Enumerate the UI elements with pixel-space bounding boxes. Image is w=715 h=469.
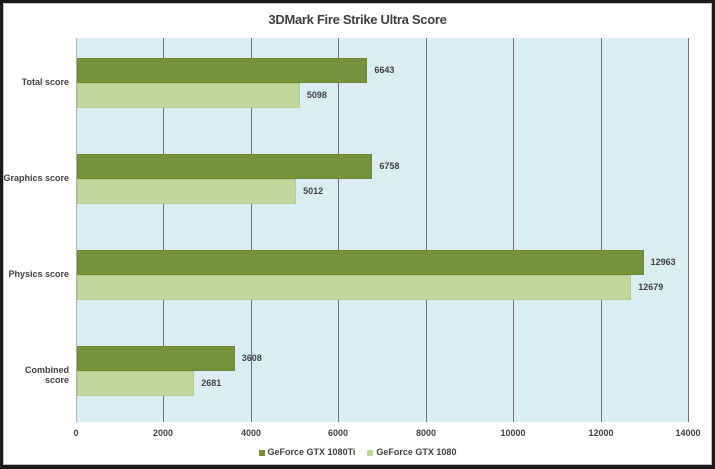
gridline <box>601 38 602 422</box>
legend: GeForce GTX 1080Ti GeForce GTX 1080 <box>0 447 715 457</box>
data-label: 12963 <box>650 256 676 267</box>
gridline <box>688 38 689 422</box>
gridline <box>338 38 339 422</box>
chart-title: 3DMark Fire Strike Ultra Score <box>268 12 447 27</box>
legend-label: GeForce GTX 1080Ti <box>267 447 356 457</box>
legend-item: GeForce GTX 1080 <box>367 447 456 457</box>
data-label: 6758 <box>379 160 400 171</box>
legend-label: GeForce GTX 1080 <box>376 447 457 457</box>
x-tick-label: 14000 <box>675 428 701 438</box>
x-tick-label: 6000 <box>327 428 349 438</box>
bar <box>77 250 644 275</box>
bar <box>77 58 368 83</box>
data-label: 3608 <box>241 352 262 363</box>
x-tick-label: 4000 <box>240 428 262 438</box>
legend-item: GeForce GTX 1080Ti <box>258 447 356 457</box>
plot-area <box>76 38 689 422</box>
bar <box>77 83 300 108</box>
x-tick-label: 2000 <box>152 428 174 438</box>
x-tick-label: 12000 <box>588 428 614 438</box>
x-tick-label: 0 <box>73 428 79 438</box>
x-tick-label: 8000 <box>415 428 437 438</box>
bar <box>77 179 297 204</box>
data-label: 6643 <box>374 64 395 75</box>
bar <box>77 275 632 300</box>
data-label: 5098 <box>306 89 327 100</box>
gridline <box>426 38 427 422</box>
category-label: Physics score <box>8 269 69 279</box>
legend-swatch-icon <box>367 449 374 456</box>
data-label: 5012 <box>303 185 324 196</box>
bar <box>77 346 235 371</box>
category-label: Total score <box>21 77 69 87</box>
gridline <box>163 38 164 422</box>
x-tick-label: 10000 <box>500 428 526 438</box>
bar <box>77 371 195 396</box>
legend-swatch-icon <box>258 449 265 456</box>
category-label: Combined score <box>25 365 69 385</box>
data-label: 2681 <box>201 377 222 388</box>
gridline <box>513 38 514 422</box>
category-label: Graphics score <box>3 173 69 183</box>
bar <box>77 154 373 179</box>
data-label: 12679 <box>638 281 664 292</box>
gridline <box>251 38 252 422</box>
